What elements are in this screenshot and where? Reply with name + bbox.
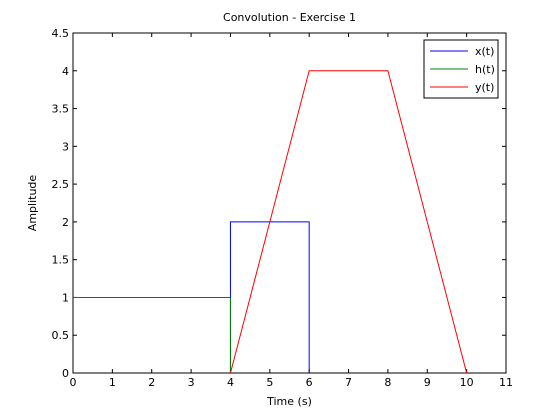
x-tick-label: 3 <box>188 376 195 389</box>
y-axis-label: Amplitude <box>26 175 39 232</box>
y-tick-label: 2 <box>62 216 69 229</box>
x-tick-label: 9 <box>424 376 431 389</box>
y-tick-label: 4.5 <box>52 27 70 40</box>
x-tick-label: 1 <box>109 376 116 389</box>
legend: x(t) h(t) y(t) <box>423 39 499 99</box>
x-tick-label: 5 <box>266 376 273 389</box>
x-tick-label: 2 <box>148 376 155 389</box>
y-tick-label: 0.5 <box>52 329 70 342</box>
y-tick-label: 2.5 <box>52 178 70 191</box>
legend-label: h(t) <box>475 63 495 76</box>
x-axis-label: Time (s) <box>266 395 312 408</box>
x-tick-label: 10 <box>460 376 474 389</box>
series-layer <box>73 70 468 374</box>
x-tick-label: 7 <box>345 376 352 389</box>
y-tick-label: 3.5 <box>52 103 70 116</box>
y-tick-label: 0 <box>62 367 69 380</box>
legend-label: y(t) <box>475 81 494 94</box>
x-tick-label: 11 <box>499 376 513 389</box>
x-tick-label: 6 <box>306 376 313 389</box>
x-tick-label: 0 <box>70 376 77 389</box>
y-tick-label: 4 <box>62 65 69 78</box>
chart-title: Convolution - Exercise 1 <box>223 11 356 24</box>
series-line-yt <box>229 70 468 374</box>
x-tick-label: 8 <box>384 376 391 389</box>
x-tick-label: 4 <box>227 376 234 389</box>
y-tick-label: 3 <box>62 140 69 153</box>
legend-label: x(t) <box>475 45 494 58</box>
y-tick-label: 1 <box>62 291 69 304</box>
y-tick-label: 1.5 <box>52 254 70 267</box>
series-line-ht <box>73 296 231 373</box>
axis-ticks: 0 1 2 3 4 5 6 7 8 9 10 11 0 0.5 1 1.5 2 2.5 3 3.5 4 4.5 <box>52 27 514 389</box>
